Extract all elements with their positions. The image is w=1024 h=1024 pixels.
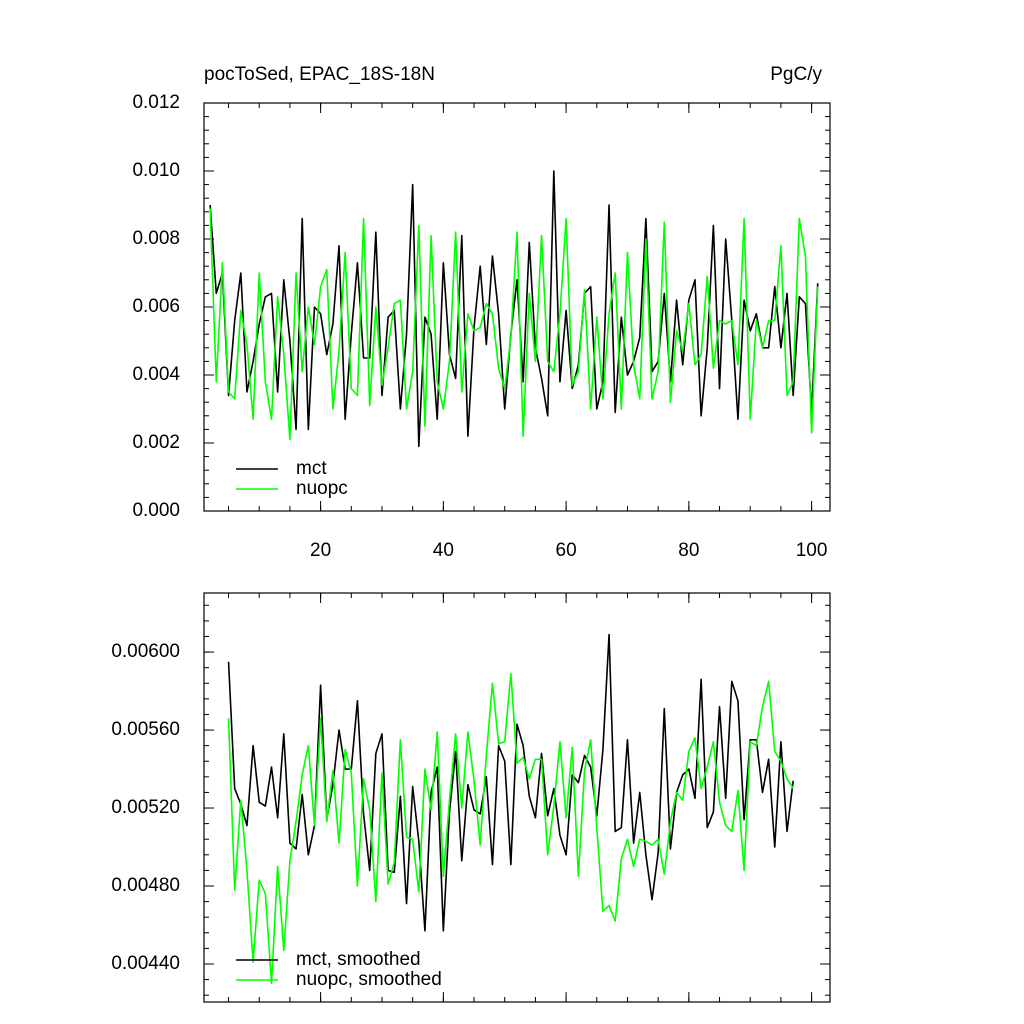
y-tick-label: 0.006	[132, 296, 180, 317]
y-tick-label: 0.00440	[111, 953, 180, 974]
legend-label: mct	[296, 458, 327, 479]
legend-label: nuopc	[296, 478, 348, 499]
chart-title: pocToSed, EPAC_18S-18N	[204, 64, 435, 85]
series-line	[209, 170, 819, 448]
plot-frame	[203, 592, 831, 1003]
y-tick-label: 0.000	[132, 500, 180, 521]
plot-frame	[203, 102, 831, 512]
x-tick-label: 20	[310, 540, 331, 561]
y-tick-label: 0.010	[132, 160, 180, 181]
x-tick-label: 80	[678, 540, 699, 561]
x-tick-label: 60	[556, 540, 577, 561]
series-line	[227, 672, 794, 985]
units-label: PgC/y	[770, 64, 822, 85]
y-tick-label: 0.00480	[111, 875, 180, 896]
y-tick-label: 0.008	[132, 228, 180, 249]
series-line	[227, 633, 794, 932]
y-tick-label: 0.00520	[111, 797, 180, 818]
x-tick-label: 100	[796, 540, 828, 561]
series-line	[209, 208, 819, 441]
x-tick-label: 40	[433, 540, 454, 561]
y-tick-label: 0.00560	[111, 719, 180, 740]
legend-label: nuopc, smoothed	[296, 969, 442, 990]
y-tick-label: 0.00600	[111, 641, 180, 662]
y-tick-label: 0.002	[132, 432, 180, 453]
legend-label: mct, smoothed	[296, 949, 421, 970]
y-tick-label: 0.012	[132, 92, 180, 113]
y-tick-label: 0.004	[132, 364, 180, 385]
